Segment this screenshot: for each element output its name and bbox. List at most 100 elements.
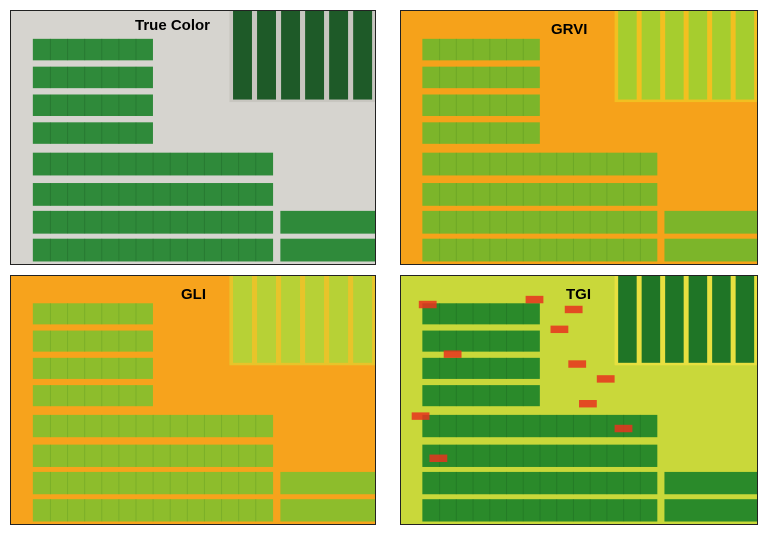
plot-divider: [639, 183, 641, 206]
plot-divider: [101, 122, 103, 144]
plot-divider: [589, 152, 591, 176]
stress-patch: [596, 375, 615, 383]
plot-divider: [135, 357, 137, 379]
short-plot-row: [32, 385, 153, 407]
plot-divider: [135, 385, 137, 407]
plot-divider: [84, 94, 86, 116]
upper-plot-strip: [665, 276, 684, 363]
plot-divider: [489, 303, 491, 325]
plot-divider: [118, 94, 120, 116]
plot-divider: [556, 183, 558, 206]
plot-divider: [472, 94, 474, 116]
plot-divider: [455, 471, 457, 495]
plot-divider: [489, 357, 491, 379]
plot-divider: [84, 66, 86, 89]
plot-divider: [67, 183, 69, 206]
plot-divider: [135, 238, 137, 262]
plot-divider: [589, 183, 591, 206]
plot-divider: [203, 238, 205, 262]
plot-divider: [623, 210, 625, 234]
plot-divider: [84, 38, 86, 61]
plot-divider: [472, 122, 474, 144]
plot-divider: [135, 414, 137, 438]
plot-divider: [506, 152, 508, 176]
plot-divider: [522, 444, 524, 467]
plot-divider: [572, 499, 574, 522]
plot-divider: [639, 444, 641, 467]
upper-plot-strip: [641, 276, 661, 363]
plot-divider: [572, 414, 574, 438]
plot-divider: [221, 183, 223, 206]
upper-plot-strip: [618, 11, 637, 100]
plot-divider: [238, 471, 240, 495]
plot-divider: [606, 238, 608, 262]
plot-divider: [67, 471, 69, 495]
plot-divider: [84, 499, 86, 522]
short-plot-row: [32, 303, 153, 325]
plot-divider: [135, 303, 137, 325]
plot-divider: [135, 122, 137, 144]
stress-patch: [564, 305, 583, 314]
short-plot-row: [422, 122, 540, 144]
plot-divider: [572, 471, 574, 495]
plot-divider: [556, 210, 558, 234]
plot-divider: [489, 238, 491, 262]
plot-divider: [639, 152, 641, 176]
plot-divider: [169, 444, 171, 467]
plot-divider: [49, 499, 51, 522]
plot-divider: [455, 183, 457, 206]
plot-divider: [489, 38, 491, 61]
upper-plot-area: [229, 276, 375, 366]
plot-divider: [589, 238, 591, 262]
plot-divider: [118, 210, 120, 234]
plot-divider: [101, 238, 103, 262]
upper-plot-strip: [233, 276, 252, 363]
plot-divider: [556, 444, 558, 467]
upper-plot-strip: [257, 276, 276, 363]
plot-divider: [238, 238, 240, 262]
right-plot-row: [280, 238, 375, 262]
plot-divider: [152, 183, 154, 206]
plot-divider: [489, 152, 491, 176]
panel-gli: GLI: [10, 275, 376, 525]
plot-divider: [67, 122, 69, 144]
plot-divider: [556, 499, 558, 522]
upper-plot-area: [614, 11, 757, 103]
upper-plot-strip: [305, 11, 325, 100]
right-plot-row: [280, 471, 375, 495]
plot-divider: [539, 152, 541, 176]
short-plot-row: [32, 122, 153, 144]
plot-divider: [101, 357, 103, 379]
plot-divider: [506, 330, 508, 352]
plot-divider: [101, 183, 103, 206]
short-plot-row: [422, 94, 540, 116]
upper-plot-strip: [305, 276, 325, 363]
plot-divider: [169, 210, 171, 234]
plot-divider: [589, 499, 591, 522]
plot-divider: [135, 183, 137, 206]
plot-divider: [49, 238, 51, 262]
plot-divider: [255, 183, 257, 206]
plot-divider: [169, 414, 171, 438]
plot-divider: [169, 471, 171, 495]
plot-divider: [439, 183, 441, 206]
panel-tgi: TGI: [400, 275, 758, 525]
plot-divider: [49, 330, 51, 352]
plot-divider: [238, 152, 240, 176]
plot-divider: [221, 499, 223, 522]
plot-divider: [506, 414, 508, 438]
plot-divider: [572, 210, 574, 234]
plot-divider: [556, 471, 558, 495]
plot-divider: [489, 122, 491, 144]
plot-divider: [489, 499, 491, 522]
plot-divider: [67, 152, 69, 176]
plot-divider: [49, 210, 51, 234]
plot-divider: [152, 444, 154, 467]
plot-divider: [506, 385, 508, 407]
plot-divider: [489, 183, 491, 206]
plot-divider: [439, 330, 441, 352]
grvi-image: [401, 11, 757, 264]
true-color-image: [11, 11, 375, 264]
plot-divider: [101, 38, 103, 61]
plot-divider: [203, 414, 205, 438]
